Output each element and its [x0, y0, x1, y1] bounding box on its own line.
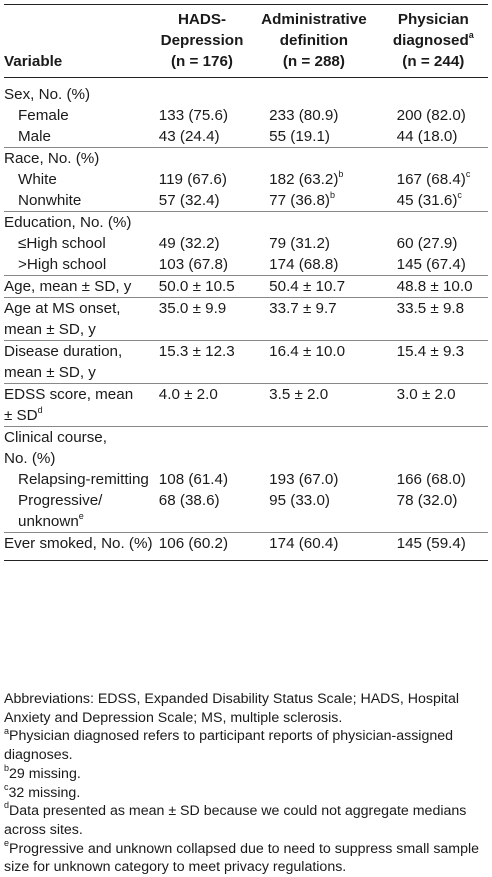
cell-admin: 50.4 ± 10.7: [249, 275, 379, 298]
cell-physician: 48.8 ± 10.0: [378, 275, 488, 298]
row-label: ≤High school: [18, 235, 106, 252]
header-row: Variable HADS- Depression (n = 176) Admi…: [4, 4, 488, 78]
cell-physician: 166 (68.0): [396, 471, 466, 488]
table-page: Variable HADS- Depression (n = 176) Admi…: [4, 4, 488, 875]
cell-admin: 193 (67.0): [269, 471, 339, 488]
row-label: EDSS score, mean ± SDd: [4, 383, 155, 427]
cell-admin: 55 (19.1): [269, 128, 330, 145]
table-row-male: Male 43 (24.4) 55 (19.1) 44 (18.0): [4, 126, 488, 148]
row-label: Nonwhite: [18, 192, 82, 209]
table-row-gt-high-school: >High school 103 (67.8) 174 (68.8) 145 (…: [4, 254, 488, 276]
row-label: Clinical course, No. (%): [4, 426, 155, 469]
cell-admin: 233 (80.9): [269, 107, 339, 124]
table-row-female: Female 133 (75.6) 233 (80.9) 200 (82.0): [4, 105, 488, 126]
cell-admin: 33.7 ± 9.7: [249, 297, 379, 341]
cell-admin: 182 (63.2)b: [269, 168, 344, 188]
cell-hads: 108 (61.4): [158, 471, 229, 488]
cell-physician: 44 (18.0): [396, 128, 458, 145]
demographics-table: Variable HADS- Depression (n = 176) Admi…: [4, 4, 488, 561]
cell-physician: 145 (67.4): [396, 256, 466, 273]
cell-hads: 43 (24.4): [158, 128, 220, 145]
row-label: Male: [18, 128, 51, 145]
header-hads-depression: HADS- Depression (n = 176): [154, 4, 250, 78]
table-row-ever-smoked: Ever smoked, No. (%) 106 (60.2) 174 (60.…: [4, 532, 488, 561]
footnote-c: c32 missing.: [4, 781, 81, 801]
table-row-age-onset: Age at MS onset, mean ± SD, y 35.0 ± 9.9 …: [4, 297, 488, 341]
cell-admin: 3.5 ± 2.0: [249, 383, 379, 427]
row-label: Relapsing-remitting: [18, 471, 149, 488]
cell-admin: 174 (68.8): [269, 256, 339, 273]
row-label: Progressive/unknowne: [18, 492, 103, 530]
cell-hads: 57 (32.4): [158, 192, 220, 209]
cell-physician: 33.5 ± 9.8: [378, 297, 488, 341]
footnote-d: dData presented as mean ± SD because we …: [4, 800, 467, 838]
cell-hads: 106 (60.2): [154, 532, 250, 561]
cell-admin: 174 (60.4): [249, 532, 379, 561]
header-physician-diagnosed: Physician diagnoseda (n = 244): [378, 4, 488, 78]
cell-hads: 35.0 ± 9.9: [154, 297, 250, 341]
row-label: Disease duration, mean ± SD, y: [4, 340, 155, 384]
row-label: Female: [18, 107, 69, 124]
table-row-age: Age, mean ± SD, y 50.0 ± 10.5 50.4 ± 10.…: [4, 275, 488, 298]
table-row-nonwhite: Nonwhite 57 (32.4) 77 (36.8)b 45 (31.6)c: [4, 190, 488, 212]
row-label: Race, No. (%): [4, 147, 155, 169]
cell-admin: 16.4 ± 10.0: [249, 340, 379, 384]
cell-admin: 77 (36.8)b: [269, 189, 335, 209]
row-label: Age, mean ± SD, y: [4, 275, 155, 298]
row-label: Education, No. (%): [4, 211, 155, 233]
row-label: White: [18, 171, 57, 188]
footnote-e: eProgressive and unknown collapsed due t…: [4, 837, 480, 876]
table-body: Sex, No. (%) Female 133 (75.6) 233 (80.9…: [4, 78, 488, 561]
cell-hads: 68 (38.6): [158, 492, 220, 509]
cell-admin: 79 (31.2): [269, 235, 330, 252]
cell-physician: 78 (32.0): [396, 492, 458, 509]
cell-physician: 15.4 ± 9.3: [378, 340, 488, 384]
table-row-edss: EDSS score, mean ± SDd 4.0 ± 2.0 3.5 ± 2.…: [4, 383, 488, 427]
cell-hads: 133 (75.6): [158, 107, 229, 124]
table-footnotes: Abbreviations: EDSS, Expanded Disability…: [4, 690, 488, 877]
header-administrative-definition: Administrative definition (n = 288): [249, 4, 379, 78]
table-row-education: Education, No. (%): [4, 211, 488, 233]
cell-hads: 119 (67.6): [158, 171, 227, 188]
row-label: Age at MS onset, mean ± SD, y: [4, 297, 155, 341]
cell-physician: 45 (31.6)c: [396, 189, 462, 209]
cell-physician: 3.0 ± 2.0: [378, 383, 488, 427]
cell-physician: 145 (59.4): [378, 532, 488, 561]
table-row-sex: Sex, No. (%): [4, 78, 488, 106]
table-row-race: Race, No. (%): [4, 147, 488, 169]
table-row-disease-duration: Disease duration, mean ± SD, y 15.3 ± 12.…: [4, 340, 488, 384]
cell-hads: 4.0 ± 2.0: [154, 383, 250, 427]
footnote-a: aPhysician diagnosed refers to participa…: [4, 725, 454, 764]
row-label: Sex, No. (%): [4, 86, 91, 103]
table-row-clinical-course: Clinical course, No. (%): [4, 426, 488, 469]
table-row-white: White 119 (67.6) 182 (63.2)b 167 (68.4)c: [4, 169, 488, 190]
row-label: Ever smoked, No. (%): [4, 532, 155, 561]
table-row-progressive: Progressive/unknowne 68 (38.6) 95 (33.0)…: [4, 490, 488, 533]
footnote-b: b29 missing.: [4, 763, 81, 782]
cell-physician: 200 (82.0): [396, 107, 466, 124]
cell-admin: 95 (33.0): [269, 492, 330, 509]
header-variable: Variable: [4, 4, 155, 78]
cell-hads: 49 (32.2): [158, 235, 220, 252]
cell-hads: 50.0 ± 10.5: [154, 275, 250, 298]
table-row-relapsing: Relapsing-remitting 108 (61.4) 193 (67.0…: [4, 469, 488, 490]
cell-physician: 167 (68.4)c: [396, 168, 471, 188]
cell-hads: 15.3 ± 12.3: [154, 340, 250, 384]
cell-hads: 103 (67.8): [158, 256, 229, 273]
footnote-abbreviations: Abbreviations: EDSS, Expanded Disability…: [4, 691, 460, 726]
table-header: Variable HADS- Depression (n = 176) Admi…: [4, 4, 488, 78]
cell-physician: 60 (27.9): [396, 235, 458, 252]
row-label: >High school: [18, 256, 107, 273]
table-row-le-high-school: ≤High school 49 (32.2) 79 (31.2) 60 (27.…: [4, 233, 488, 254]
